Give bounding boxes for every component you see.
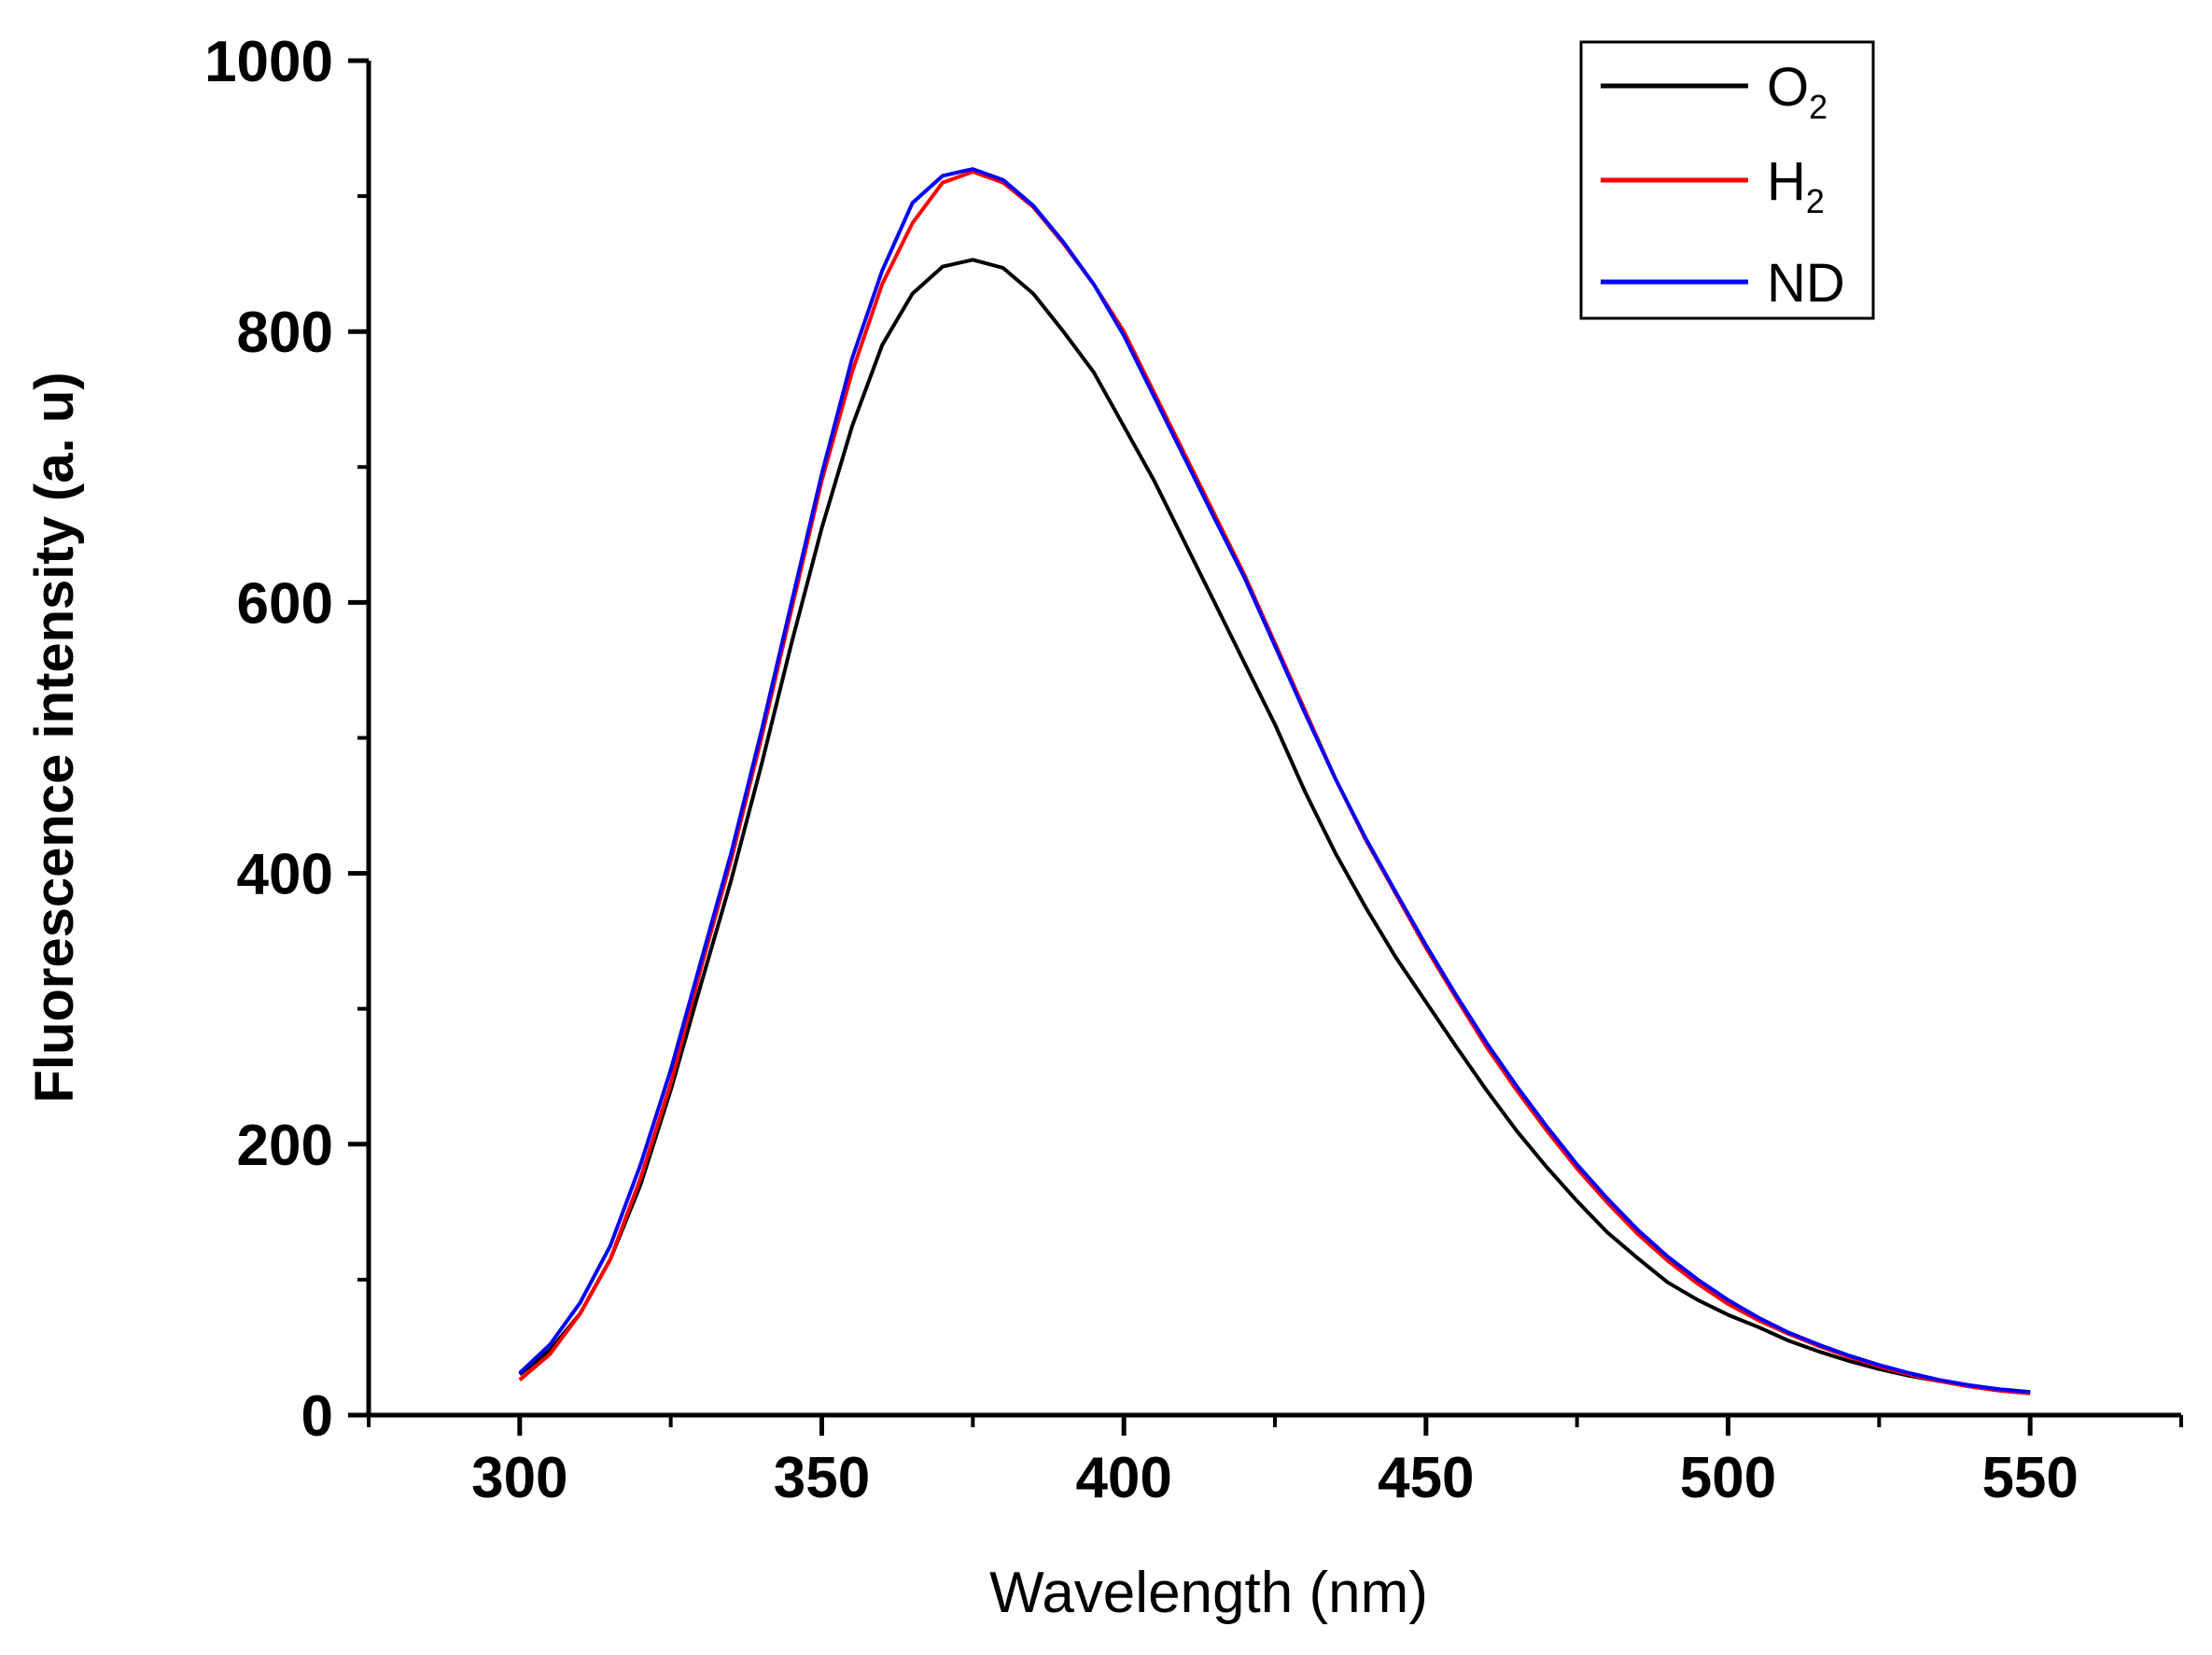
- y-tick-label: 600: [237, 571, 333, 636]
- legend: O2 H2 ND: [1579, 40, 1875, 320]
- y-tick-label: 0: [301, 1384, 333, 1449]
- series-line-nd: [518, 167, 2031, 1395]
- legend-label-o2: O2: [1767, 57, 1827, 126]
- x-tick-label: 500: [1680, 1446, 1776, 1510]
- y-axis-title: Fluorescence intensity (a. u): [24, 372, 85, 1102]
- plot-lines: [518, 167, 2031, 1396]
- series-line-o2: [518, 258, 2031, 1395]
- legend-label-h2: H2: [1767, 151, 1825, 220]
- y-tick-label: 400: [237, 843, 333, 907]
- y-tick-label: 800: [237, 301, 333, 365]
- x-tick-label: 350: [774, 1446, 870, 1510]
- y-tick-label: 200: [237, 1114, 333, 1178]
- x-tick-label: 550: [1981, 1446, 2078, 1510]
- ticks: 0 200 400 600 800 1000 300 350 400 450 500 550: [204, 30, 2183, 1510]
- series-line-h2: [518, 170, 2031, 1396]
- x-tick-label: 400: [1075, 1446, 1171, 1510]
- x-tick-label: 300: [471, 1446, 567, 1510]
- y-tick-label: 1000: [204, 30, 333, 94]
- axes: [366, 61, 2181, 1418]
- x-tick-label: 450: [1378, 1446, 1474, 1510]
- x-axis-title: Wavelength (nm): [989, 1561, 1428, 1625]
- legend-label-nd: ND: [1767, 253, 1845, 314]
